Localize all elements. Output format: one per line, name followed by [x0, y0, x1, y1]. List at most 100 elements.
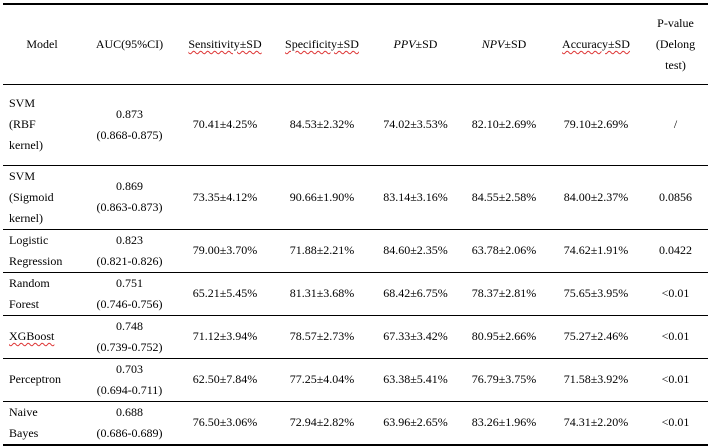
specificity-cell: 90.66±1.90%: [289, 189, 355, 204]
header-accuracy-text: Accuracy±SD: [562, 36, 630, 51]
header-ppv-sd: ±SD: [415, 36, 438, 51]
header-accuracy: Accuracy±SD: [549, 4, 643, 84]
header-pvalue: P-value (Delong test): [643, 4, 708, 84]
table-row: XGBoost 0.748 (0.739-0.752) 71.12±3.94% …: [3, 315, 708, 358]
auc-value: 0.751: [116, 275, 143, 290]
model-name-cell: SVM (RBF kernel): [3, 84, 81, 165]
model-name-cell: Random Forest: [3, 272, 81, 315]
accuracy-cell: 84.00±2.37%: [563, 189, 629, 204]
auc-cell: 0.703 (0.694-0.711): [81, 358, 178, 401]
model-name-line: Perceptron: [9, 372, 61, 386]
sensitivity-cell: 62.50±7.84%: [192, 372, 258, 386]
auc-cell: 0.751 (0.746-0.756): [81, 272, 178, 315]
accuracy-cell: 74.31±2.20%: [563, 415, 629, 430]
auc-value: 0.688: [116, 404, 143, 419]
ppv-cell: 63.38±5.41%: [383, 372, 448, 386]
ppv-cell: 74.02±3.53%: [383, 117, 448, 131]
npv-cell: 82.10±2.69%: [471, 117, 537, 131]
ppv-cell: 83.14±3.16%: [383, 189, 448, 204]
model-name-cell: Perceptron: [3, 358, 81, 401]
specificity-cell: 78.57±2.73%: [289, 329, 355, 343]
model-name-cell: Naive Bayes: [3, 401, 81, 445]
model-name-line: Bayes: [9, 425, 39, 440]
header-npv-abbr: NPV: [481, 36, 505, 51]
header-pvalue-line2: (Delong: [655, 36, 696, 51]
table-row: Naive Bayes 0.688 (0.686-0.689) 76.50±3.…: [3, 401, 708, 445]
auc-value: 0.748: [116, 318, 143, 333]
auc-value: 0.823: [116, 232, 143, 247]
specificity-cell: 72.94±2.82%: [289, 415, 355, 430]
auc-ci: (0.821-0.826): [96, 253, 163, 268]
ppv-cell: 67.33±3.42%: [383, 329, 448, 343]
table-row: SVM (Sigmoid kernel) 0.869 (0.863-0.873)…: [3, 165, 708, 229]
auc-ci: (0.694-0.711): [96, 382, 163, 397]
auc-cell: 0.688 (0.686-0.689): [81, 401, 178, 445]
ppv-cell: 68.42±6.75%: [383, 286, 448, 300]
header-sensitivity-text: Sensitivity±SD: [188, 36, 262, 51]
sensitivity-cell: 65.21±5.45%: [192, 286, 258, 300]
specificity-cell: 84.53±2.32%: [289, 117, 355, 131]
specificity-cell: 71.88±2.21%: [289, 243, 355, 257]
auc-ci: (0.746-0.756): [96, 296, 163, 311]
pvalue-cell: 0.0422: [659, 243, 692, 257]
table-row: Random Forest 0.751 (0.746-0.756) 65.21±…: [3, 272, 708, 315]
auc-ci: (0.739-0.752): [96, 339, 163, 354]
npv-cell: 83.26±1.96%: [471, 415, 537, 430]
results-table: Model AUC(95%CI) Sensitivity±SD Specific…: [3, 3, 708, 446]
accuracy-cell: 75.65±3.95%: [563, 286, 629, 300]
auc-ci: (0.868-0.875): [96, 127, 163, 142]
pvalue-cell: <0.01: [661, 286, 690, 300]
accuracy-cell: 74.62±1.91%: [563, 243, 629, 257]
auc-ci: (0.863-0.873): [96, 200, 163, 214]
pvalue-cell: <0.01: [661, 415, 690, 430]
model-name-line: Logistic: [9, 232, 49, 247]
header-pvalue-line1: P-value: [657, 15, 694, 30]
model-name-line: XGBoost: [9, 329, 55, 343]
sensitivity-cell: 71.12±3.94%: [192, 329, 258, 343]
accuracy-cell: 75.27±2.46%: [563, 329, 629, 343]
model-name-line: SVM: [9, 96, 36, 110]
header-auc: AUC(95%CI): [95, 36, 164, 51]
header-npv-sd: ±SD: [504, 36, 527, 51]
table-row: Perceptron 0.703 (0.694-0.711) 62.50±7.8…: [3, 358, 708, 401]
pvalue-cell: /: [673, 117, 678, 131]
sensitivity-cell: 73.35±4.12%: [192, 189, 258, 204]
model-name-line: SVM: [9, 168, 36, 183]
auc-cell: 0.873 (0.868-0.875): [81, 84, 178, 165]
header-npv: NPV±SD: [459, 4, 549, 84]
auc-ci: (0.686-0.689): [96, 425, 163, 440]
npv-cell: 78.37±2.81%: [471, 286, 537, 300]
ppv-cell: 63.96±2.65%: [383, 415, 448, 430]
auc-value: 0.703: [116, 361, 143, 376]
pvalue-cell: 0.0856: [659, 189, 692, 204]
npv-cell: 80.95±2.66%: [471, 329, 537, 343]
accuracy-cell: 79.10±2.69%: [563, 117, 629, 131]
auc-cell: 0.748 (0.739-0.752): [81, 315, 178, 358]
auc-cell: 0.869 (0.863-0.873): [81, 165, 178, 229]
npv-cell: 76.79±3.75%: [471, 372, 537, 386]
model-name-cell: Logistic Regression: [3, 229, 81, 272]
header-model: Model: [26, 36, 58, 51]
auc-value: 0.873: [116, 106, 143, 121]
model-name-line: (RBF: [9, 117, 36, 131]
pvalue-cell: <0.01: [661, 372, 690, 386]
model-name-line: Regression: [9, 253, 63, 268]
header-specificity-text: Specificity±SD: [285, 36, 359, 51]
model-name-line: kernel): [9, 138, 43, 152]
model-name-line: kernel): [9, 210, 43, 225]
header-row: Model AUC(95%CI) Sensitivity±SD Specific…: [3, 4, 708, 84]
model-name-cell: XGBoost: [3, 315, 81, 358]
model-name-line: Forest: [9, 296, 39, 311]
model-name-line: Random: [9, 275, 50, 290]
npv-cell: 84.55±2.58%: [471, 189, 537, 204]
header-pvalue-line3: test): [665, 57, 686, 72]
model-name-cell: SVM (Sigmoid kernel): [3, 165, 81, 229]
ppv-cell: 84.60±2.35%: [383, 243, 448, 257]
model-name-line: Naive: [9, 404, 38, 419]
header-sensitivity: Sensitivity±SD: [178, 4, 272, 84]
sensitivity-cell: 79.00±3.70%: [192, 243, 258, 257]
auc-value: 0.869: [116, 179, 143, 193]
sensitivity-cell: 70.41±4.25%: [192, 117, 258, 131]
specificity-cell: 81.31±3.68%: [289, 286, 355, 300]
sensitivity-cell: 76.50±3.06%: [192, 415, 258, 430]
